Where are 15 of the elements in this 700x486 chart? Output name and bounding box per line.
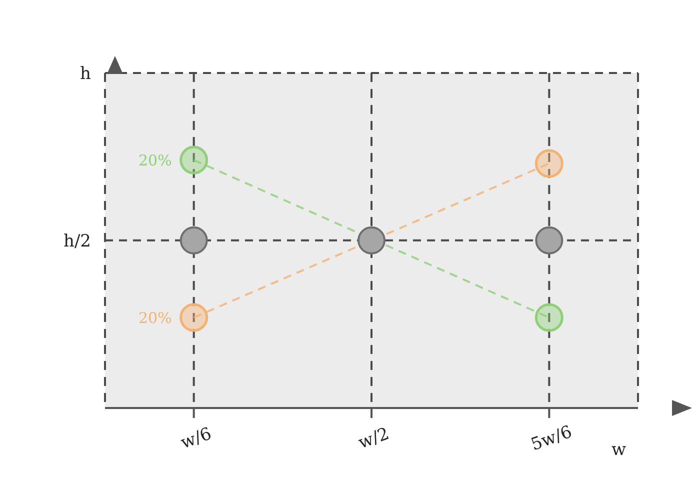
point xyxy=(180,146,208,174)
point xyxy=(180,303,208,332)
point xyxy=(358,226,386,254)
x-tick-label: w/2 xyxy=(356,424,392,454)
ref-line-label: h/2 xyxy=(64,231,91,252)
x-tick-label: 5w/6 xyxy=(528,422,575,456)
x-axis-title: w xyxy=(611,440,626,460)
point xyxy=(535,226,564,254)
x-tick-label: w/6 xyxy=(178,424,214,454)
annotation: 20% xyxy=(138,151,172,170)
annotation: 20% xyxy=(138,308,172,327)
ref-line-label: h xyxy=(80,64,92,84)
point xyxy=(534,149,564,178)
point xyxy=(534,303,564,332)
point xyxy=(180,226,208,254)
